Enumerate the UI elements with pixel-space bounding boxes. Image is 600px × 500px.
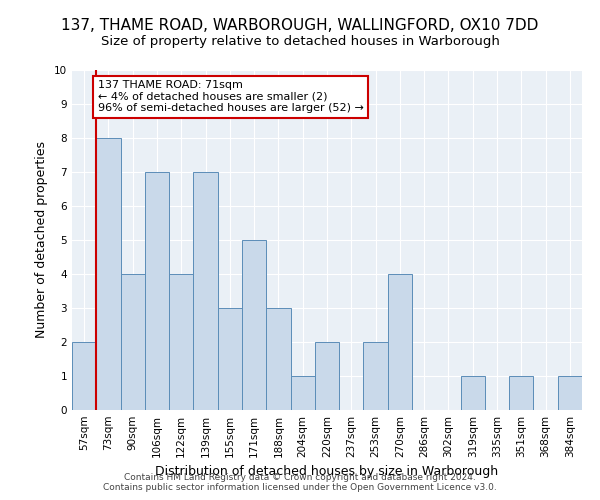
- X-axis label: Distribution of detached houses by size in Warborough: Distribution of detached houses by size …: [155, 466, 499, 478]
- Text: Size of property relative to detached houses in Warborough: Size of property relative to detached ho…: [101, 35, 499, 48]
- Text: Contains HM Land Registry data © Crown copyright and database right 2024.
Contai: Contains HM Land Registry data © Crown c…: [103, 473, 497, 492]
- Y-axis label: Number of detached properties: Number of detached properties: [35, 142, 49, 338]
- Bar: [145, 172, 169, 410]
- Bar: [169, 274, 193, 410]
- Bar: [290, 376, 315, 410]
- Bar: [558, 376, 582, 410]
- Bar: [509, 376, 533, 410]
- Bar: [315, 342, 339, 410]
- Bar: [96, 138, 121, 410]
- Bar: [121, 274, 145, 410]
- Bar: [388, 274, 412, 410]
- Bar: [72, 342, 96, 410]
- Bar: [461, 376, 485, 410]
- Bar: [266, 308, 290, 410]
- Text: 137 THAME ROAD: 71sqm
← 4% of detached houses are smaller (2)
96% of semi-detach: 137 THAME ROAD: 71sqm ← 4% of detached h…: [97, 80, 364, 114]
- Bar: [242, 240, 266, 410]
- Text: 137, THAME ROAD, WARBOROUGH, WALLINGFORD, OX10 7DD: 137, THAME ROAD, WARBOROUGH, WALLINGFORD…: [61, 18, 539, 32]
- Bar: [193, 172, 218, 410]
- Bar: [218, 308, 242, 410]
- Bar: [364, 342, 388, 410]
